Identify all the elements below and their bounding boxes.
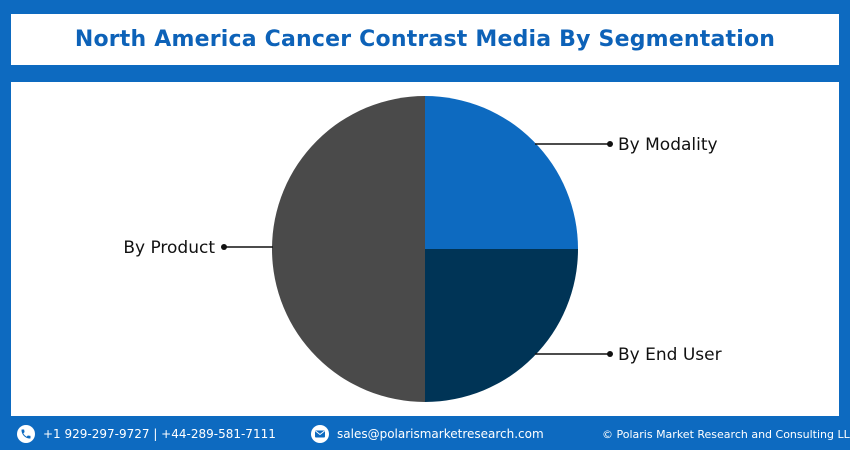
copyright-text: © Polaris Market Research and Consulting… — [602, 427, 850, 441]
chart-panel: By Modality By End User By Product — [11, 82, 839, 416]
page-title: North America Cancer Contrast Media By S… — [74, 27, 776, 52]
slice-label-by-product: By Product — [123, 238, 215, 258]
pie-chart: By Modality By End User By Product — [123, 96, 722, 402]
slice-label-by-end-user: By End User — [618, 345, 722, 365]
leader-dot-by-modality — [607, 141, 613, 147]
email-address[interactable]: sales@polarismarketresearch.com — [337, 427, 544, 441]
title-box: North America Cancer Contrast Media By S… — [11, 14, 839, 65]
footer: +1 929-297-9727 | +44-289-581-7111 sales… — [0, 418, 850, 450]
footer-copyright: © Polaris Market Research and Consulting… — [602, 418, 850, 450]
phone-icon — [17, 425, 35, 443]
email-icon — [311, 425, 329, 443]
pie-slice-by-modality — [425, 96, 578, 249]
leader-dot-by-product — [221, 244, 227, 250]
footer-email: sales@polarismarketresearch.com — [311, 418, 544, 450]
slice-label-by-modality: By Modality — [618, 135, 718, 155]
phone-numbers: +1 929-297-9727 | +44-289-581-7111 — [43, 427, 276, 441]
leader-dot-by-end-user — [607, 351, 613, 357]
pie-slice-by-end-user — [425, 249, 578, 402]
footer-phone: +1 929-297-9727 | +44-289-581-7111 — [17, 418, 276, 450]
pie-slice-by-product — [272, 96, 425, 402]
